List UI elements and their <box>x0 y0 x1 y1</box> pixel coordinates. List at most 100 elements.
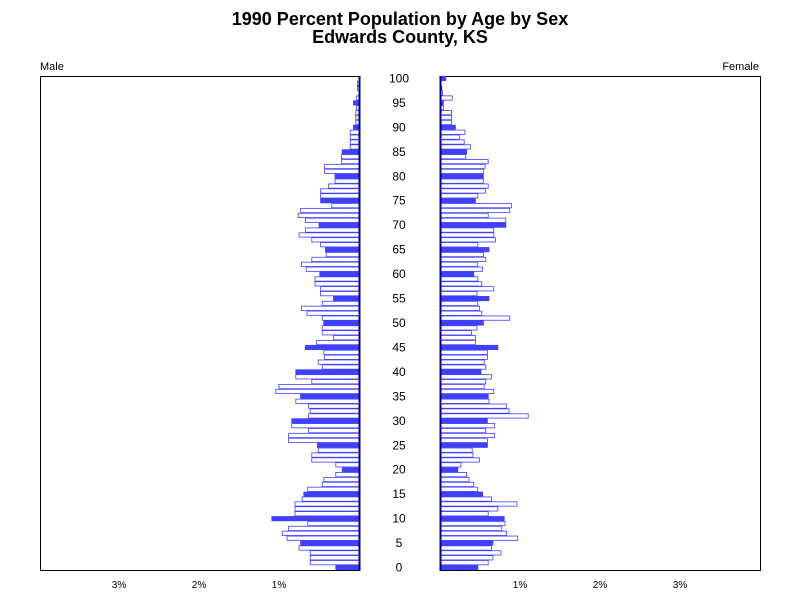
male-bar-age-90 <box>352 124 360 130</box>
male-bar-age-85 <box>341 149 360 155</box>
male-bar-age-52 <box>306 310 360 316</box>
age-tick-label-75: 75 <box>392 194 406 208</box>
female-bar-age-91 <box>440 119 452 126</box>
female-bar-age-54 <box>440 300 479 306</box>
female-bar-age-90 <box>440 124 456 130</box>
age-tick-label-15: 15 <box>392 487 406 501</box>
female-bar-age-9 <box>440 520 506 527</box>
male-bar-age-27 <box>288 432 360 439</box>
male-bar-age-6 <box>286 535 360 541</box>
female-bar-age-39 <box>440 374 492 380</box>
male-bar-age-15 <box>303 491 360 497</box>
male-bar-age-19 <box>335 472 360 478</box>
male-bar-age-45 <box>304 344 360 351</box>
age-tick-label-95: 95 <box>392 96 406 110</box>
male-bar-age-60 <box>319 271 360 277</box>
male-bar-age-87 <box>349 139 360 145</box>
female-bar-age-89 <box>440 129 466 135</box>
male-bar-age-12 <box>294 506 360 512</box>
female-bar-age-70 <box>440 222 507 228</box>
female-bar-age-15 <box>440 491 483 497</box>
age-tick-label-45: 45 <box>392 340 406 354</box>
male-bar-age-84 <box>340 154 360 160</box>
male-bar-age-74 <box>331 203 360 209</box>
male-bar-age-24 <box>317 447 360 453</box>
age-tick-label-50: 50 <box>392 316 406 330</box>
male-bar-age-9 <box>307 520 360 527</box>
age-tick-label-100: 100 <box>389 71 409 85</box>
male-bar-age-42 <box>317 359 360 365</box>
male-bar-age-38 <box>311 379 360 385</box>
female-bar-age-16 <box>440 486 479 492</box>
male-bar-age-72 <box>297 212 360 218</box>
male-bar-age-58 <box>314 281 360 287</box>
male-bar-age-79 <box>334 178 360 184</box>
male-bar-age-47 <box>332 335 360 341</box>
male-bar-age-30 <box>291 418 360 424</box>
age-tick-label-10: 10 <box>392 512 406 526</box>
male-bar-age-68 <box>298 232 360 238</box>
female-panel-label: Female <box>722 61 759 73</box>
female-bar-age-1 <box>440 560 489 566</box>
female-bar-age-59 <box>440 276 479 282</box>
age-tick-label-85: 85 <box>392 145 406 159</box>
female-bar-age-63 <box>440 256 487 262</box>
male-bar-age-57 <box>320 286 360 292</box>
male-bar-age-11 <box>294 511 360 517</box>
age-tick-label-30: 30 <box>392 414 406 428</box>
female-bar-age-64 <box>440 251 484 258</box>
female-bar-age-37 <box>440 384 485 390</box>
female-bar-age-50 <box>440 320 484 326</box>
age-tick-label-60: 60 <box>392 267 406 281</box>
male-x-tick-label-1: 1% <box>272 580 287 591</box>
female-bar-age-77 <box>440 188 487 194</box>
male-bar-age-55 <box>332 295 360 302</box>
male-bar-age-32 <box>309 408 360 414</box>
male-bar-age-71 <box>304 217 360 223</box>
female-bar-age-5 <box>440 540 494 546</box>
female-bar-age-83 <box>440 159 489 165</box>
male-bar-age-53 <box>300 305 360 311</box>
female-bar-age-17 <box>440 481 475 487</box>
female-bar-age-75 <box>440 198 476 204</box>
male-bar-age-69 <box>304 227 360 233</box>
female-bar-age-10 <box>440 516 505 522</box>
female-bar-age-33 <box>440 403 507 409</box>
male-bar-age-0 <box>335 565 360 571</box>
age-tick-label-35: 35 <box>392 389 406 403</box>
male-bar-age-83 <box>340 159 360 165</box>
male-bar-age-36 <box>275 388 360 395</box>
female-bar-age-6 <box>440 535 519 541</box>
female-bar-age-69 <box>440 227 495 233</box>
male-bar-age-29 <box>291 423 360 429</box>
age-tick-label-90: 90 <box>392 120 406 134</box>
female-bar-age-14 <box>440 496 492 502</box>
female-bar-age-3 <box>440 550 502 556</box>
female-bar-age-32 <box>440 408 510 414</box>
female-bar-age-45 <box>440 344 499 351</box>
male-bar-age-61 <box>305 266 360 272</box>
male-bar-age-63 <box>311 256 360 262</box>
male-bar-age-89 <box>349 129 360 135</box>
female-bar-age-51 <box>440 315 511 321</box>
female-bar-age-26 <box>440 437 488 443</box>
male-bar-age-34 <box>295 398 360 404</box>
female-bar-age-56 <box>440 291 478 297</box>
female-bar-age-86 <box>440 144 472 150</box>
female-bar-age-74 <box>440 203 512 209</box>
female-bar-age-8 <box>440 525 503 531</box>
female-bar-age-82 <box>440 163 486 170</box>
female-bar-age-44 <box>440 349 488 355</box>
male-bar-age-41 <box>321 364 360 370</box>
female-bar-age-42 <box>440 359 485 365</box>
female-bar-age-24 <box>440 447 473 453</box>
age-tick-label-55: 55 <box>392 292 406 306</box>
female-bar-age-36 <box>440 388 495 395</box>
male-bar-age-8 <box>288 525 360 531</box>
female-bar-age-67 <box>440 237 496 243</box>
female-x-tick-label-3: 3% <box>673 580 688 591</box>
female-bar-age-40 <box>440 369 482 375</box>
age-tick-label-5: 5 <box>396 536 403 550</box>
male-bar-age-1 <box>309 560 360 566</box>
age-tick-label-65: 65 <box>392 243 406 257</box>
